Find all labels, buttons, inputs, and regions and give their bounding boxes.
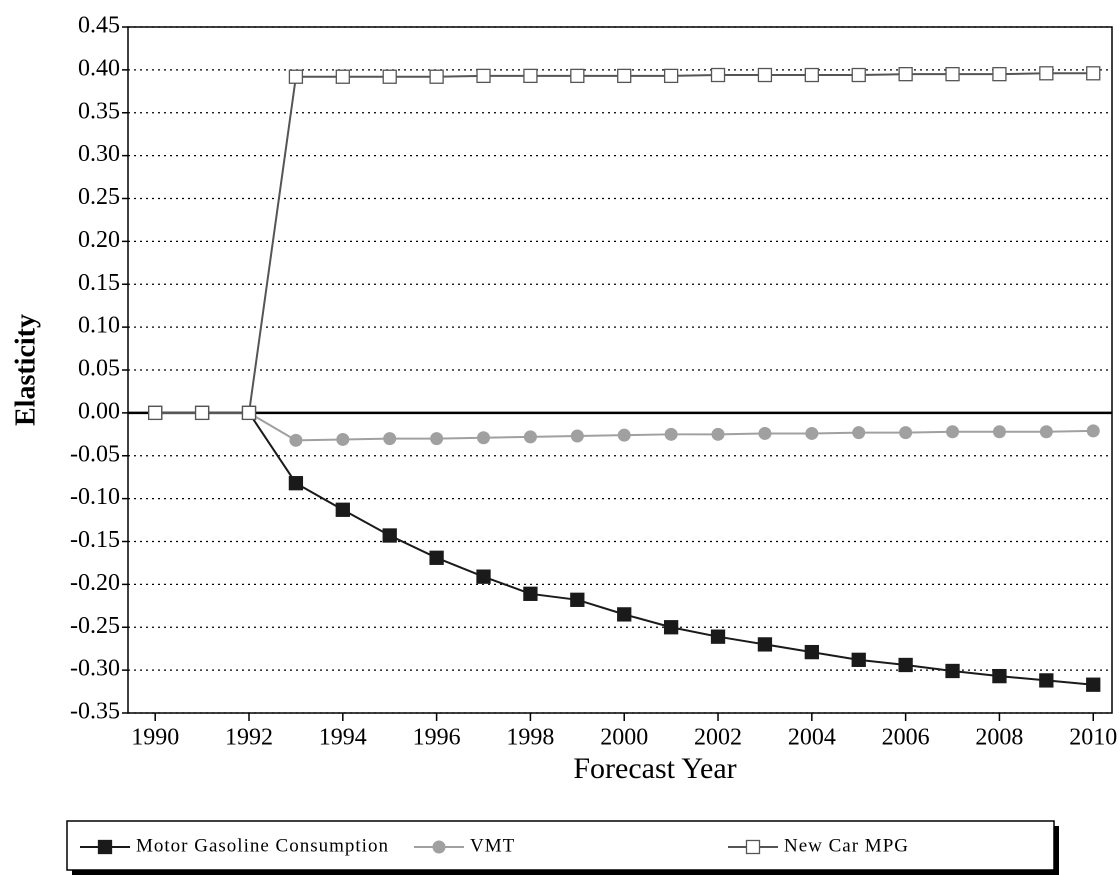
y-tick-label: 0.05 — [78, 356, 120, 382]
y-tick-label: -0.05 — [70, 441, 120, 467]
point — [429, 550, 444, 565]
point — [804, 67, 819, 83]
y-tick-label: -0.10 — [70, 484, 120, 510]
point — [1039, 66, 1054, 81]
point — [523, 586, 538, 601]
x-tick-label: 1992 — [225, 725, 273, 751]
y-tick-label: 0.10 — [78, 313, 120, 339]
point — [288, 69, 304, 84]
point — [851, 652, 866, 667]
point — [898, 67, 913, 82]
y-tick-label: 0.30 — [78, 141, 120, 167]
x-tick-label: 2000 — [600, 725, 648, 751]
point — [617, 68, 632, 84]
x-axis-label: Forecast Year — [573, 752, 736, 785]
point — [1086, 424, 1100, 438]
point — [664, 427, 678, 441]
point — [710, 67, 726, 83]
point — [617, 607, 632, 622]
y-tick-label: -0.20 — [70, 570, 120, 596]
point — [335, 69, 350, 84]
y-tick-label: 0.15 — [78, 270, 120, 296]
point — [570, 592, 585, 607]
y-tick-label: 0.35 — [78, 98, 120, 124]
point — [899, 426, 913, 440]
point — [757, 67, 773, 83]
x-tick-label: 2002 — [694, 725, 742, 751]
y-tick-label: 0.25 — [78, 184, 120, 210]
point — [804, 644, 819, 660]
point — [1086, 677, 1101, 692]
x-tick-label: 2004 — [788, 725, 836, 751]
point — [992, 668, 1007, 684]
y-tick-label: -0.35 — [70, 699, 120, 725]
point — [383, 432, 397, 446]
x-tick-label: 1998 — [506, 725, 554, 751]
y-tick-label: -0.30 — [70, 656, 120, 682]
legend-marker — [432, 840, 446, 854]
point — [382, 528, 397, 543]
y-tick-label: 0.40 — [78, 55, 120, 81]
legend-marker — [745, 839, 761, 855]
point — [757, 637, 773, 652]
y-tick-label: 0.45 — [78, 13, 120, 39]
y-tick-label: 0.20 — [78, 227, 120, 253]
point — [1086, 66, 1101, 81]
point — [710, 629, 726, 644]
x-tick-label: 1990 — [131, 725, 179, 751]
point — [430, 432, 444, 446]
point — [476, 569, 491, 584]
point — [992, 425, 1006, 439]
legend-label: New Car MPG — [784, 835, 909, 856]
x-tick-label: 2006 — [882, 725, 930, 751]
point — [382, 69, 397, 84]
point — [570, 68, 585, 84]
point — [148, 405, 163, 421]
point — [945, 67, 960, 82]
point — [1039, 425, 1053, 439]
x-tick-label: 2010 — [1069, 725, 1117, 751]
point — [523, 430, 537, 444]
point — [288, 476, 304, 491]
point — [946, 425, 960, 439]
legend-marker — [97, 839, 113, 855]
point — [523, 68, 538, 84]
point — [241, 405, 257, 421]
point — [945, 663, 960, 679]
point — [194, 405, 210, 421]
point — [289, 433, 303, 447]
point — [477, 431, 491, 445]
point — [429, 69, 444, 84]
point — [663, 620, 679, 635]
legend-box — [66, 820, 1055, 871]
y-axis-label: Elasticity — [10, 314, 41, 426]
point — [711, 427, 725, 441]
point — [335, 502, 350, 517]
point — [851, 67, 866, 83]
point — [898, 657, 913, 673]
point — [617, 428, 631, 442]
legend: Motor Gasoline Consumption VMT New Car MPG — [66, 820, 1059, 875]
point — [570, 429, 584, 443]
point — [992, 67, 1007, 82]
point — [805, 426, 819, 440]
x-tick-label: 2008 — [975, 725, 1023, 751]
point — [476, 68, 491, 84]
point — [1039, 673, 1054, 688]
point — [852, 426, 866, 440]
point — [336, 432, 350, 446]
legend-label: Motor Gasoline Consumption — [136, 835, 389, 856]
y-tick-label: -0.25 — [70, 613, 120, 639]
point — [758, 426, 772, 440]
x-tick-label: 1996 — [413, 725, 461, 751]
y-tick-label: 0.00 — [78, 398, 120, 424]
legend-label: VMT — [470, 835, 515, 856]
y-tick-label: -0.15 — [70, 527, 120, 553]
x-tick-label: 1994 — [319, 725, 367, 751]
point — [663, 68, 679, 84]
